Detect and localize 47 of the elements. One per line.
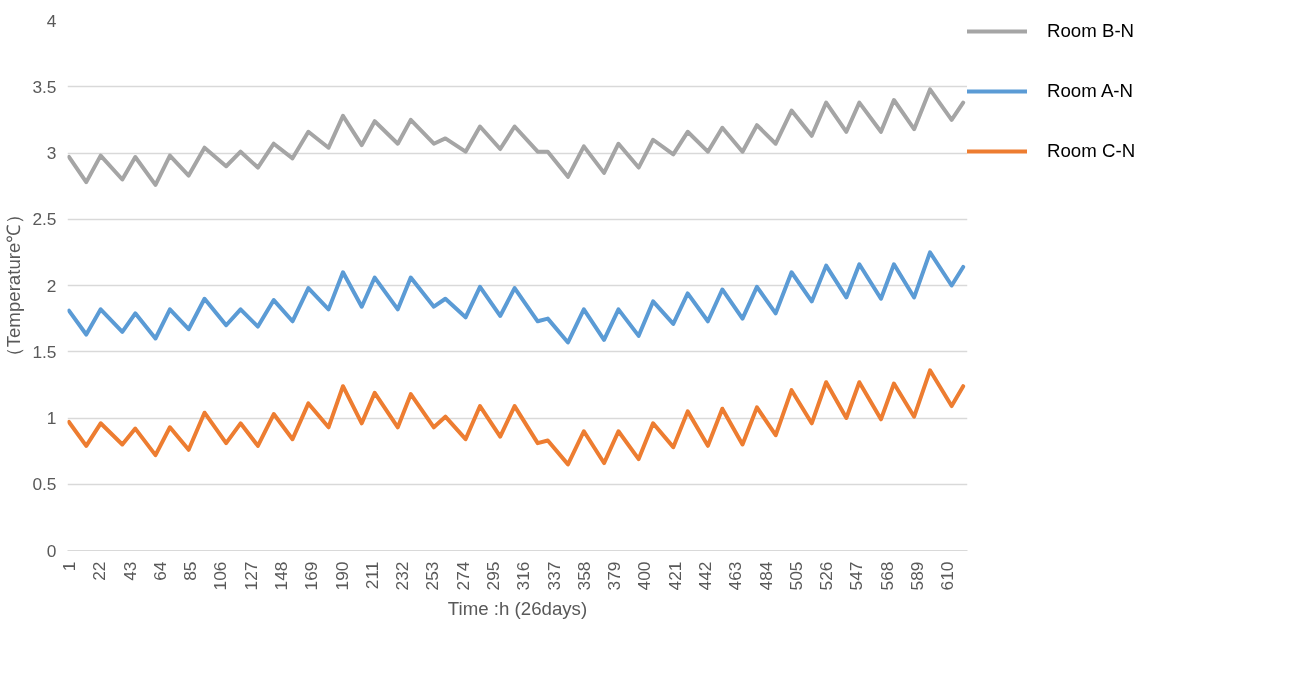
line-series bbox=[67, 368, 966, 467]
legend-label: Room A-N bbox=[1047, 80, 1134, 102]
x-tick-label: 442 bbox=[695, 561, 715, 591]
x-tick-label: 400 bbox=[634, 561, 655, 591]
x-tick-label: 211 bbox=[361, 561, 382, 590]
x-tick-label: 379 bbox=[604, 561, 625, 591]
x-tick-label: 232 bbox=[392, 561, 413, 591]
y-tick-label: 4 bbox=[46, 10, 57, 31]
x-tick-label: 106 bbox=[210, 561, 231, 591]
x-tick-label: 337 bbox=[543, 561, 564, 591]
legend-label: Room B-N bbox=[1047, 20, 1135, 42]
y-tick-label: 1.5 bbox=[32, 341, 57, 362]
x-tick-label: 526 bbox=[816, 561, 837, 591]
x-tick-label: 463 bbox=[725, 561, 746, 591]
x-tick-label: 274 bbox=[452, 561, 473, 591]
x-tick-label: 610 bbox=[937, 561, 958, 591]
x-tick-label: 148 bbox=[270, 561, 291, 591]
x-tick-label: 127 bbox=[240, 561, 261, 591]
x-tick-label: 1 bbox=[58, 561, 79, 572]
y-tick-label: 0 bbox=[46, 540, 57, 561]
y-tick-label: 1 bbox=[46, 408, 57, 428]
legend-label: Room C-N bbox=[1047, 140, 1136, 162]
x-tick-label: 547 bbox=[846, 561, 867, 591]
x-tick-label: 568 bbox=[876, 561, 897, 591]
x-tick-label: 484 bbox=[755, 561, 776, 591]
y-tick-label: 2.5 bbox=[32, 209, 57, 230]
x-tick-label: 22 bbox=[89, 561, 110, 581]
y-tick-label: 0.5 bbox=[32, 474, 57, 495]
x-axis-title: Time :h (26days) bbox=[447, 598, 588, 620]
x-tick-label: 190 bbox=[331, 561, 352, 591]
y-tick-label: 2 bbox=[46, 275, 57, 296]
line-series bbox=[67, 87, 966, 187]
x-tick-label: 505 bbox=[785, 561, 806, 591]
x-tick-label: 421 bbox=[664, 561, 685, 591]
y-tick-label: 3 bbox=[46, 143, 57, 163]
x-tick-label: 43 bbox=[119, 561, 140, 581]
y-tick-label: 3.5 bbox=[32, 76, 57, 97]
y-axis-title: （Temperature℃） bbox=[3, 204, 25, 367]
x-tick-label: 295 bbox=[482, 561, 503, 591]
x-tick-label: 358 bbox=[573, 561, 594, 591]
x-tick-label: 253 bbox=[422, 561, 443, 591]
x-tick-label: 85 bbox=[180, 561, 201, 581]
x-tick-label: 169 bbox=[301, 561, 322, 591]
line-series bbox=[67, 250, 966, 345]
x-tick-label: 316 bbox=[513, 561, 534, 591]
x-tick-label: 64 bbox=[149, 561, 170, 581]
x-tick-label: 589 bbox=[907, 561, 928, 591]
